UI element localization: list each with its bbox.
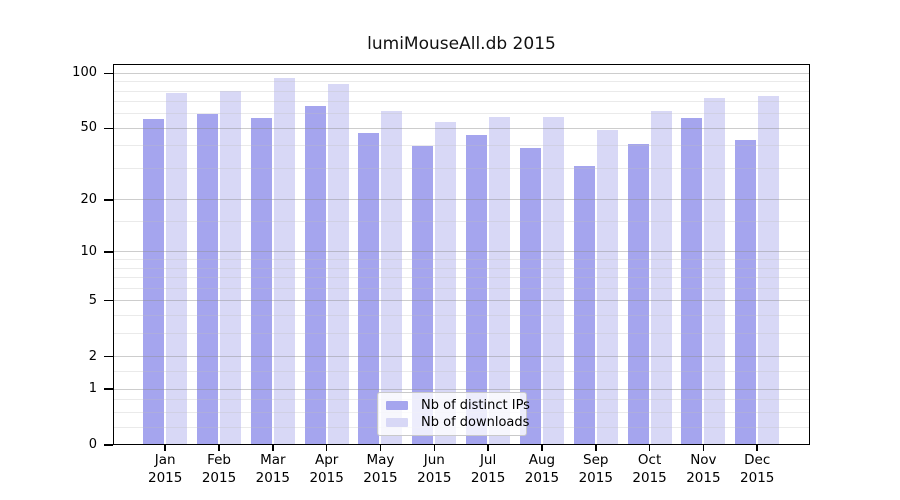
x-tick-label-apr: Apr 2015 xyxy=(309,452,344,486)
gridline-minor xyxy=(113,81,810,83)
bar-distinct-ips-may xyxy=(358,133,380,445)
y-tick-mark-0 xyxy=(104,444,113,446)
y-tick-mark-1 xyxy=(104,388,113,390)
bar-downloads-may xyxy=(381,111,403,445)
y-tick-mark-20 xyxy=(104,199,113,201)
chart-title: lumiMouseAll.db 2015 xyxy=(367,34,556,54)
bar-distinct-ips-apr xyxy=(304,106,326,445)
bar-distinct-ips-feb xyxy=(197,113,219,445)
x-tick-mark-nov xyxy=(702,445,705,451)
legend: Nb of distinct IPs Nb of downloads xyxy=(377,392,530,436)
y-tick-label-1: 1 xyxy=(88,381,97,397)
x-tick-mark-jun xyxy=(433,445,436,451)
bar-downloads-dec xyxy=(758,96,780,445)
bar-downloads-oct xyxy=(650,111,672,445)
x-tick-mark-apr xyxy=(325,445,328,451)
y-tick-label-5: 5 xyxy=(88,292,97,308)
y-tick-mark-5 xyxy=(104,299,113,302)
x-tick-label-mar: Mar 2015 xyxy=(255,452,290,486)
bar-distinct-ips-mar xyxy=(250,117,272,445)
x-tick-mark-jul xyxy=(487,445,489,451)
bar-downloads-apr xyxy=(327,84,349,445)
bar-distinct-ips-dec xyxy=(735,140,757,445)
y-tick-label-10: 10 xyxy=(80,243,97,259)
x-tick-label-jan: Jan 2015 xyxy=(148,452,183,486)
x-tick-label-may: May 2015 xyxy=(363,452,398,486)
y-tick-label-2: 2 xyxy=(88,348,97,364)
bar-distinct-ips-jan xyxy=(143,119,165,445)
bar-downloads-aug xyxy=(542,116,564,445)
legend-item-distinct-ips: Nb of distinct IPs xyxy=(386,397,530,414)
bar-distinct-ips-jun xyxy=(412,145,434,445)
x-tick-label-jul: Jul 2015 xyxy=(470,452,506,486)
y-tick-label-50: 50 xyxy=(80,120,97,136)
x-tick-label-oct: Oct 2015 xyxy=(632,452,667,486)
x-tick-label-dec: Dec 2015 xyxy=(740,452,775,486)
y-tick-label-20: 20 xyxy=(80,191,97,207)
legend-label-downloads: Nb of downloads xyxy=(421,415,530,430)
x-tick-mark-jan xyxy=(164,445,166,451)
y-tick-mark-50 xyxy=(104,127,113,130)
bar-downloads-nov xyxy=(704,98,726,445)
plot-area: Nb of distinct IPs Nb of downloads xyxy=(113,64,810,445)
bar-distinct-ips-oct xyxy=(627,143,649,445)
x-tick-label-nov: Nov 2015 xyxy=(686,452,721,486)
x-tick-mark-may xyxy=(379,445,382,451)
y-tick-label-100: 100 xyxy=(72,65,97,81)
legend-item-downloads: Nb of downloads xyxy=(386,414,529,431)
x-tick-mark-aug xyxy=(541,445,543,451)
gridline-minor xyxy=(113,90,810,92)
bars-layer xyxy=(113,64,810,445)
bar-downloads-jul xyxy=(489,116,511,445)
legend-swatch-downloads-icon xyxy=(386,418,408,427)
legend-label-distinct-ips: Nb of distinct IPs xyxy=(421,398,530,413)
y-tick-label-0: 0 xyxy=(88,437,97,452)
bar-distinct-ips-aug xyxy=(519,147,541,445)
bar-downloads-jun xyxy=(435,122,457,445)
bar-distinct-ips-jul xyxy=(466,134,488,445)
bar-distinct-ips-sep xyxy=(573,165,595,445)
gridline-major-100 xyxy=(113,72,810,74)
x-tick-mark-feb xyxy=(218,445,220,451)
x-tick-mark-mar xyxy=(272,445,274,451)
bar-downloads-jan xyxy=(166,93,188,445)
y-tick-mark-2 xyxy=(104,355,113,358)
legend-swatch-distinct-ips-icon xyxy=(386,401,408,410)
x-tick-mark-dec xyxy=(756,445,758,451)
x-tick-label-jun: Jun 2015 xyxy=(417,452,452,486)
bar-downloads-mar xyxy=(273,78,295,445)
x-tick-mark-sep xyxy=(595,445,597,451)
bar-distinct-ips-nov xyxy=(681,117,703,445)
x-tick-label-feb: Feb 2015 xyxy=(201,452,237,486)
x-tick-label-sep: Sep 2015 xyxy=(578,452,613,486)
bar-downloads-sep xyxy=(596,129,618,445)
bar-downloads-feb xyxy=(220,91,242,445)
x-tick-mark-oct xyxy=(648,445,651,451)
x-tick-label-aug: Aug 2015 xyxy=(524,452,560,486)
y-tick-mark-10 xyxy=(104,251,113,253)
y-tick-mark-100 xyxy=(104,72,113,75)
